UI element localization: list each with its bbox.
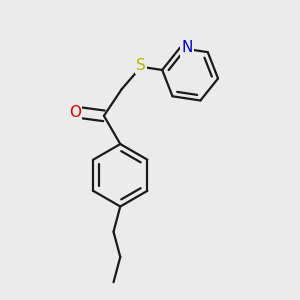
- Text: N: N: [182, 40, 193, 56]
- Text: O: O: [69, 105, 81, 120]
- Text: S: S: [136, 58, 146, 73]
